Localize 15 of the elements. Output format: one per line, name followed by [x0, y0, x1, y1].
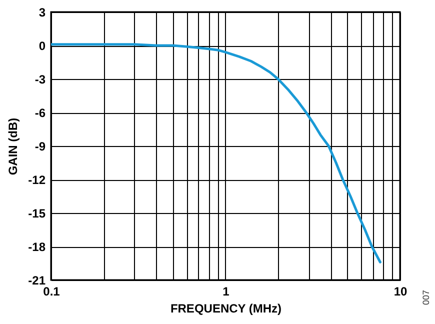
- y-tick-label: 3: [38, 6, 46, 20]
- y-tick-label: -18: [28, 240, 46, 254]
- y-tick-label: -6: [34, 106, 46, 120]
- y-tick-label: 0: [38, 39, 46, 53]
- y-tick-label: -12: [28, 173, 46, 187]
- x-tick-label: 0.1: [43, 284, 60, 298]
- x-tick-label: 1: [222, 284, 230, 298]
- y-axis-title: GAIN (dB): [6, 118, 20, 176]
- x-tick-label: 10: [394, 284, 408, 298]
- y-tick-label: -21: [28, 274, 46, 288]
- y-tick-label: -3: [34, 72, 46, 86]
- y-tick-label: -9: [34, 140, 46, 154]
- x-axis-title: FREQUENCY (MHz): [170, 302, 282, 316]
- y-tick-label: -15: [28, 206, 46, 220]
- text: 007: [421, 290, 431, 306]
